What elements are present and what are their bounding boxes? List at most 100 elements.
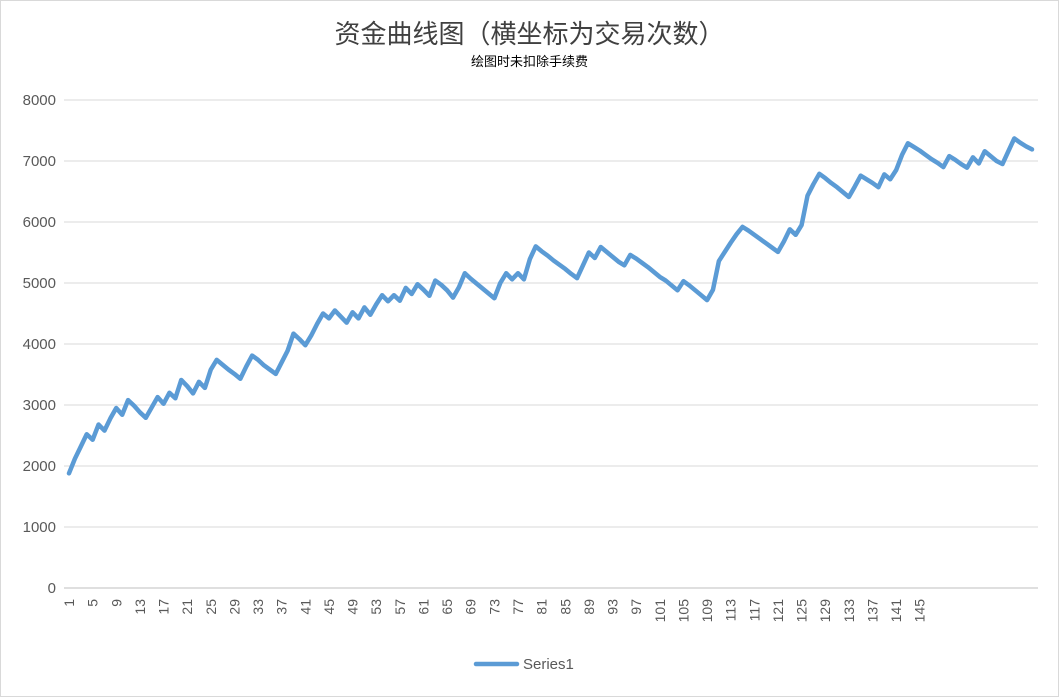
data-point: [303, 343, 307, 347]
data-point: [215, 358, 219, 362]
data-point: [386, 299, 390, 303]
data-point: [185, 384, 189, 388]
data-point: [79, 444, 83, 448]
data-point: [847, 195, 851, 199]
data-point: [770, 246, 774, 250]
y-tick-label: 0: [48, 580, 56, 597]
data-point: [510, 277, 514, 281]
data-point: [534, 244, 538, 248]
data-point: [144, 416, 148, 420]
data-point: [315, 322, 319, 326]
data-point: [351, 310, 355, 314]
data-point: [221, 363, 225, 367]
data-point: [782, 240, 786, 244]
data-point: [486, 291, 490, 295]
data-point: [605, 250, 609, 254]
data-point: [788, 227, 792, 231]
data-point: [398, 299, 402, 303]
data-point: [699, 293, 703, 297]
y-tick-label: 4000: [23, 336, 56, 353]
data-point: [475, 282, 479, 286]
data-point: [162, 402, 166, 406]
data-point: [433, 279, 437, 283]
data-point: [829, 181, 833, 185]
data-point: [421, 288, 425, 292]
data-point: [297, 337, 301, 341]
data-point: [965, 166, 969, 170]
data-point: [67, 471, 71, 475]
data-point: [138, 410, 142, 414]
data-point: [167, 391, 171, 395]
data-point: [711, 288, 715, 292]
data-point: [723, 250, 727, 254]
data-point: [132, 404, 136, 408]
data-point: [280, 360, 284, 364]
data-point: [599, 245, 603, 249]
data-point: [368, 313, 372, 317]
data-point: [870, 181, 874, 185]
data-point: [232, 372, 236, 376]
data-point: [776, 250, 780, 254]
data-point: [658, 275, 662, 279]
data-point: [114, 406, 118, 410]
data-point: [374, 302, 378, 306]
data-point: [108, 416, 112, 420]
data-point: [687, 283, 691, 287]
data-point: [865, 177, 869, 181]
data-point: [876, 185, 880, 189]
x-tick-label: 121: [770, 599, 786, 623]
data-point: [404, 286, 408, 290]
x-tick-label: 133: [841, 599, 857, 623]
x-tick-label: 5: [85, 599, 101, 607]
data-point: [735, 232, 739, 236]
data-point: [746, 229, 750, 233]
data-point: [262, 363, 266, 367]
x-tick-label: 85: [557, 599, 573, 615]
data-point: [191, 391, 195, 395]
data-point: [681, 279, 685, 283]
x-tick-label: 69: [463, 599, 479, 615]
data-point: [250, 354, 254, 358]
data-point: [959, 162, 963, 166]
data-point: [546, 254, 550, 258]
data-point: [989, 154, 993, 158]
data-point: [557, 263, 561, 267]
x-tick-label: 1: [61, 599, 77, 607]
data-point: [292, 332, 296, 336]
data-point: [569, 272, 573, 276]
data-point: [457, 285, 461, 289]
x-tick-label: 29: [226, 599, 242, 615]
data-point: [977, 161, 981, 165]
data-point: [1018, 141, 1022, 145]
data-point: [380, 293, 384, 297]
y-tick-label: 7000: [23, 153, 56, 170]
x-tick-label: 105: [675, 599, 691, 623]
data-point: [156, 395, 160, 399]
x-tick-label: 117: [746, 599, 762, 622]
data-point: [445, 288, 449, 292]
data-point: [924, 153, 928, 157]
data-point: [729, 241, 733, 245]
data-point: [622, 263, 626, 267]
data-point: [563, 267, 567, 271]
data-point: [634, 257, 638, 261]
data-point: [102, 429, 106, 433]
data-point: [953, 158, 957, 162]
data-point: [97, 423, 101, 427]
y-tick-label: 6000: [23, 214, 56, 231]
data-point: [268, 368, 272, 372]
data-point: [752, 233, 756, 237]
data-point: [1030, 147, 1034, 151]
data-point: [670, 283, 674, 287]
data-point: [1006, 149, 1010, 153]
data-point: [85, 432, 89, 436]
data-point: [498, 281, 502, 285]
data-point: [1012, 136, 1016, 140]
legend-label: Series1: [523, 656, 574, 673]
series-line: [66, 136, 1035, 476]
data-point: [91, 438, 95, 442]
data-point: [935, 161, 939, 165]
data-point: [900, 153, 904, 157]
x-tick-label: 141: [888, 599, 904, 623]
data-point: [150, 405, 154, 409]
